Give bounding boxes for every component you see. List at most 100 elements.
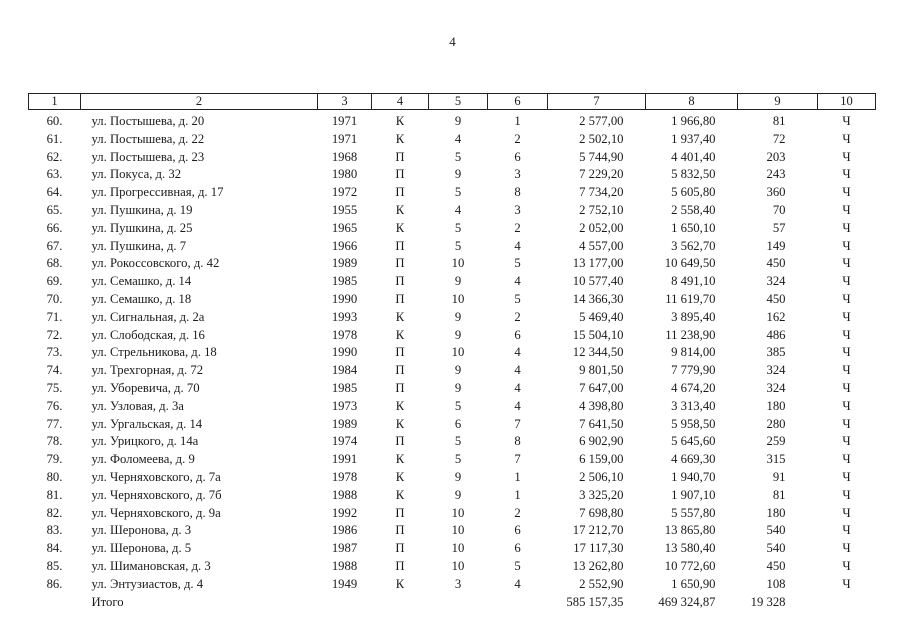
cell-col-2: ул. Ургальская, д. 14: [91, 416, 203, 431]
cell-col-2: ул. Фоломеева, д. 9: [91, 452, 195, 467]
cell-col-2: ул. Постышева, д. 23: [91, 149, 205, 164]
cell-col-9: 162: [766, 309, 786, 324]
cell-col-10: Ч: [842, 220, 851, 235]
table-row: 77. ул. Ургальская, д. 14 1989 К 6 7 7 641,50 5…: [29, 416, 876, 434]
cell-col-2: ул. Семашко, д. 14: [91, 274, 192, 289]
cell-col-9: 72: [772, 131, 786, 146]
cell-col-8: 469 324,87: [658, 594, 716, 609]
cell-col-7: 5 744,90: [579, 149, 624, 164]
table-row: 69. ул. Семашко, д. 14 1985 П 9 4 10 577,40 8 4…: [29, 273, 876, 291]
cell-col-10: Ч: [842, 167, 851, 182]
cell-col-8: 4 669,30: [671, 452, 716, 467]
table-row: 66. ул. Пушкина, д. 25 1965 К 5 2 2 052,00 1 65…: [29, 220, 876, 238]
cell-col-8: 13 865,80: [664, 523, 716, 538]
cell-col-3: 1990: [331, 345, 358, 360]
cell-col-2: ул. Стрельникова, д. 18: [91, 345, 217, 360]
cell-col-6: 4: [514, 274, 521, 289]
cell-col-5: 10: [451, 558, 465, 573]
cell-col-1: 81.: [46, 487, 63, 502]
header-cell-col-4: 4: [371, 93, 429, 110]
cell-col-5: 9: [454, 114, 462, 128]
header-cell-col-8: 8: [645, 93, 738, 110]
cell-col-9: 91: [772, 469, 786, 484]
cell-col-8: 5 832,50: [671, 167, 716, 182]
cell-col-2: ул. Пушкина, д. 25: [91, 220, 193, 235]
cell-col-2: ул. Трехгорная, д. 72: [91, 363, 204, 378]
cell-col-1: 79.: [46, 452, 63, 467]
cell-col-3: 1992: [331, 505, 358, 520]
cell-col-9: 450: [766, 558, 786, 573]
cell-col-8: 3 895,40: [671, 309, 716, 324]
cell-col-10: Ч: [842, 452, 851, 467]
table-row: 85. ул. Шимановская, д. 3 1988 П 10 5 13 262,8…: [29, 558, 876, 576]
cell-col-8: 7 779,90: [671, 363, 716, 378]
header-cell-col-2: 2: [80, 93, 318, 110]
cell-col-5: 5: [454, 220, 462, 235]
cell-col-9: 360: [766, 185, 786, 200]
header-cell-col-7: 7: [547, 93, 646, 110]
cell-col-8: 1 650,90: [671, 576, 716, 591]
cell-col-2: ул. Постышева, д. 22: [91, 131, 205, 146]
cell-col-3: 1990: [331, 291, 358, 306]
cell-col-7: 4 398,80: [579, 398, 624, 413]
cell-col-9: 81: [772, 487, 786, 502]
cell-col-8: 1 937,40: [671, 131, 716, 146]
cell-col-5: 5: [454, 149, 462, 164]
cell-col-4: К: [395, 416, 405, 431]
cell-col-2: ул. Шеронова, д. 5: [91, 541, 192, 556]
cell-col-10: Ч: [842, 345, 851, 360]
cell-col-9: 19 328: [750, 594, 786, 609]
cell-col-10: [818, 594, 876, 612]
header-cell-col-10: 10: [817, 93, 876, 110]
table-row: 67. ул. Пушкина, д. 7 1966 П 5 4 4 557,00 3 562…: [29, 238, 876, 256]
cell-col-9: 180: [766, 398, 786, 413]
cell-col-6: 5: [514, 558, 521, 573]
cell-col-4: К: [395, 114, 405, 128]
cell-col-10: Ч: [842, 309, 851, 324]
cell-col-4: П: [395, 434, 405, 449]
cell-col-10: Ч: [842, 238, 851, 253]
cell-col-2: ул. Узловая, д. 3а: [91, 398, 184, 413]
cell-col-9: 149: [766, 238, 786, 253]
cell-col-3: 1949: [331, 576, 358, 591]
cell-col-8: 10 649,50: [664, 256, 716, 271]
table-row: 79. ул. Фоломеева, д. 9 1991 К 5 7 6 159,00 4 6…: [29, 451, 876, 469]
cell-col-4: К: [395, 469, 405, 484]
cell-col-1: 67.: [46, 238, 63, 253]
cell-col-8: 3 562,70: [671, 238, 716, 253]
cell-col-1: 77.: [46, 416, 63, 431]
header-cell-col-1: 1: [28, 93, 81, 110]
table-row: 72. ул. Слободская, д. 16 1978 К 9 6 15 504,10…: [29, 327, 876, 345]
cell-col-1: 65.: [46, 202, 63, 217]
table-row: 62. ул. Постышева, д. 23 1968 П 5 6 5 744,90 4 …: [29, 149, 876, 167]
cell-col-7: 3 325,20: [579, 487, 624, 502]
cell-col-6: 6: [514, 523, 521, 538]
cell-col-7: 2 502,10: [579, 131, 624, 146]
cell-col-2: ул. Пушкина, д. 7: [91, 238, 187, 253]
table-row: 75. ул. Уборевича, д. 70 1985 П 9 4 7 647,00 4 …: [29, 380, 876, 398]
cell-col-4: К: [395, 576, 405, 591]
table-row: 84. ул. Шеронова, д. 5 1987 П 10 6 17 117,30 13…: [29, 540, 876, 558]
cell-col-3: 1980: [331, 167, 358, 182]
cell-col-10: Ч: [842, 131, 851, 146]
cell-col-4: П: [395, 238, 405, 253]
cell-col-6: 4: [514, 345, 521, 360]
cell-col-1: 86.: [46, 576, 63, 591]
cell-col-4: [372, 594, 429, 612]
cell-col-3: 1968: [331, 149, 358, 164]
cell-col-1: 70.: [46, 291, 63, 306]
cell-col-7: 17 212,70: [572, 523, 624, 538]
cell-col-2: ул. Энтузиастов, д. 4: [91, 576, 204, 591]
header-cell-col-9: 9: [737, 93, 818, 110]
cell-col-4: П: [395, 167, 405, 182]
cell-col-8: 1 966,80: [671, 114, 716, 128]
cell-col-7: 6 902,90: [579, 434, 624, 449]
cell-col-5: 9: [454, 487, 462, 502]
cell-col-10: Ч: [842, 291, 851, 306]
cell-col-5: 5: [454, 452, 462, 467]
cell-col-2: ул. Черняховского, д. 7б: [91, 487, 222, 502]
cell-col-1: 72.: [46, 327, 63, 342]
cell-col-8: 13 580,40: [664, 541, 716, 556]
table-row: 82. ул. Черняховского, д. 9а 1992 П 10 2 7 698…: [29, 505, 876, 523]
cell-col-6: 3: [514, 202, 521, 217]
